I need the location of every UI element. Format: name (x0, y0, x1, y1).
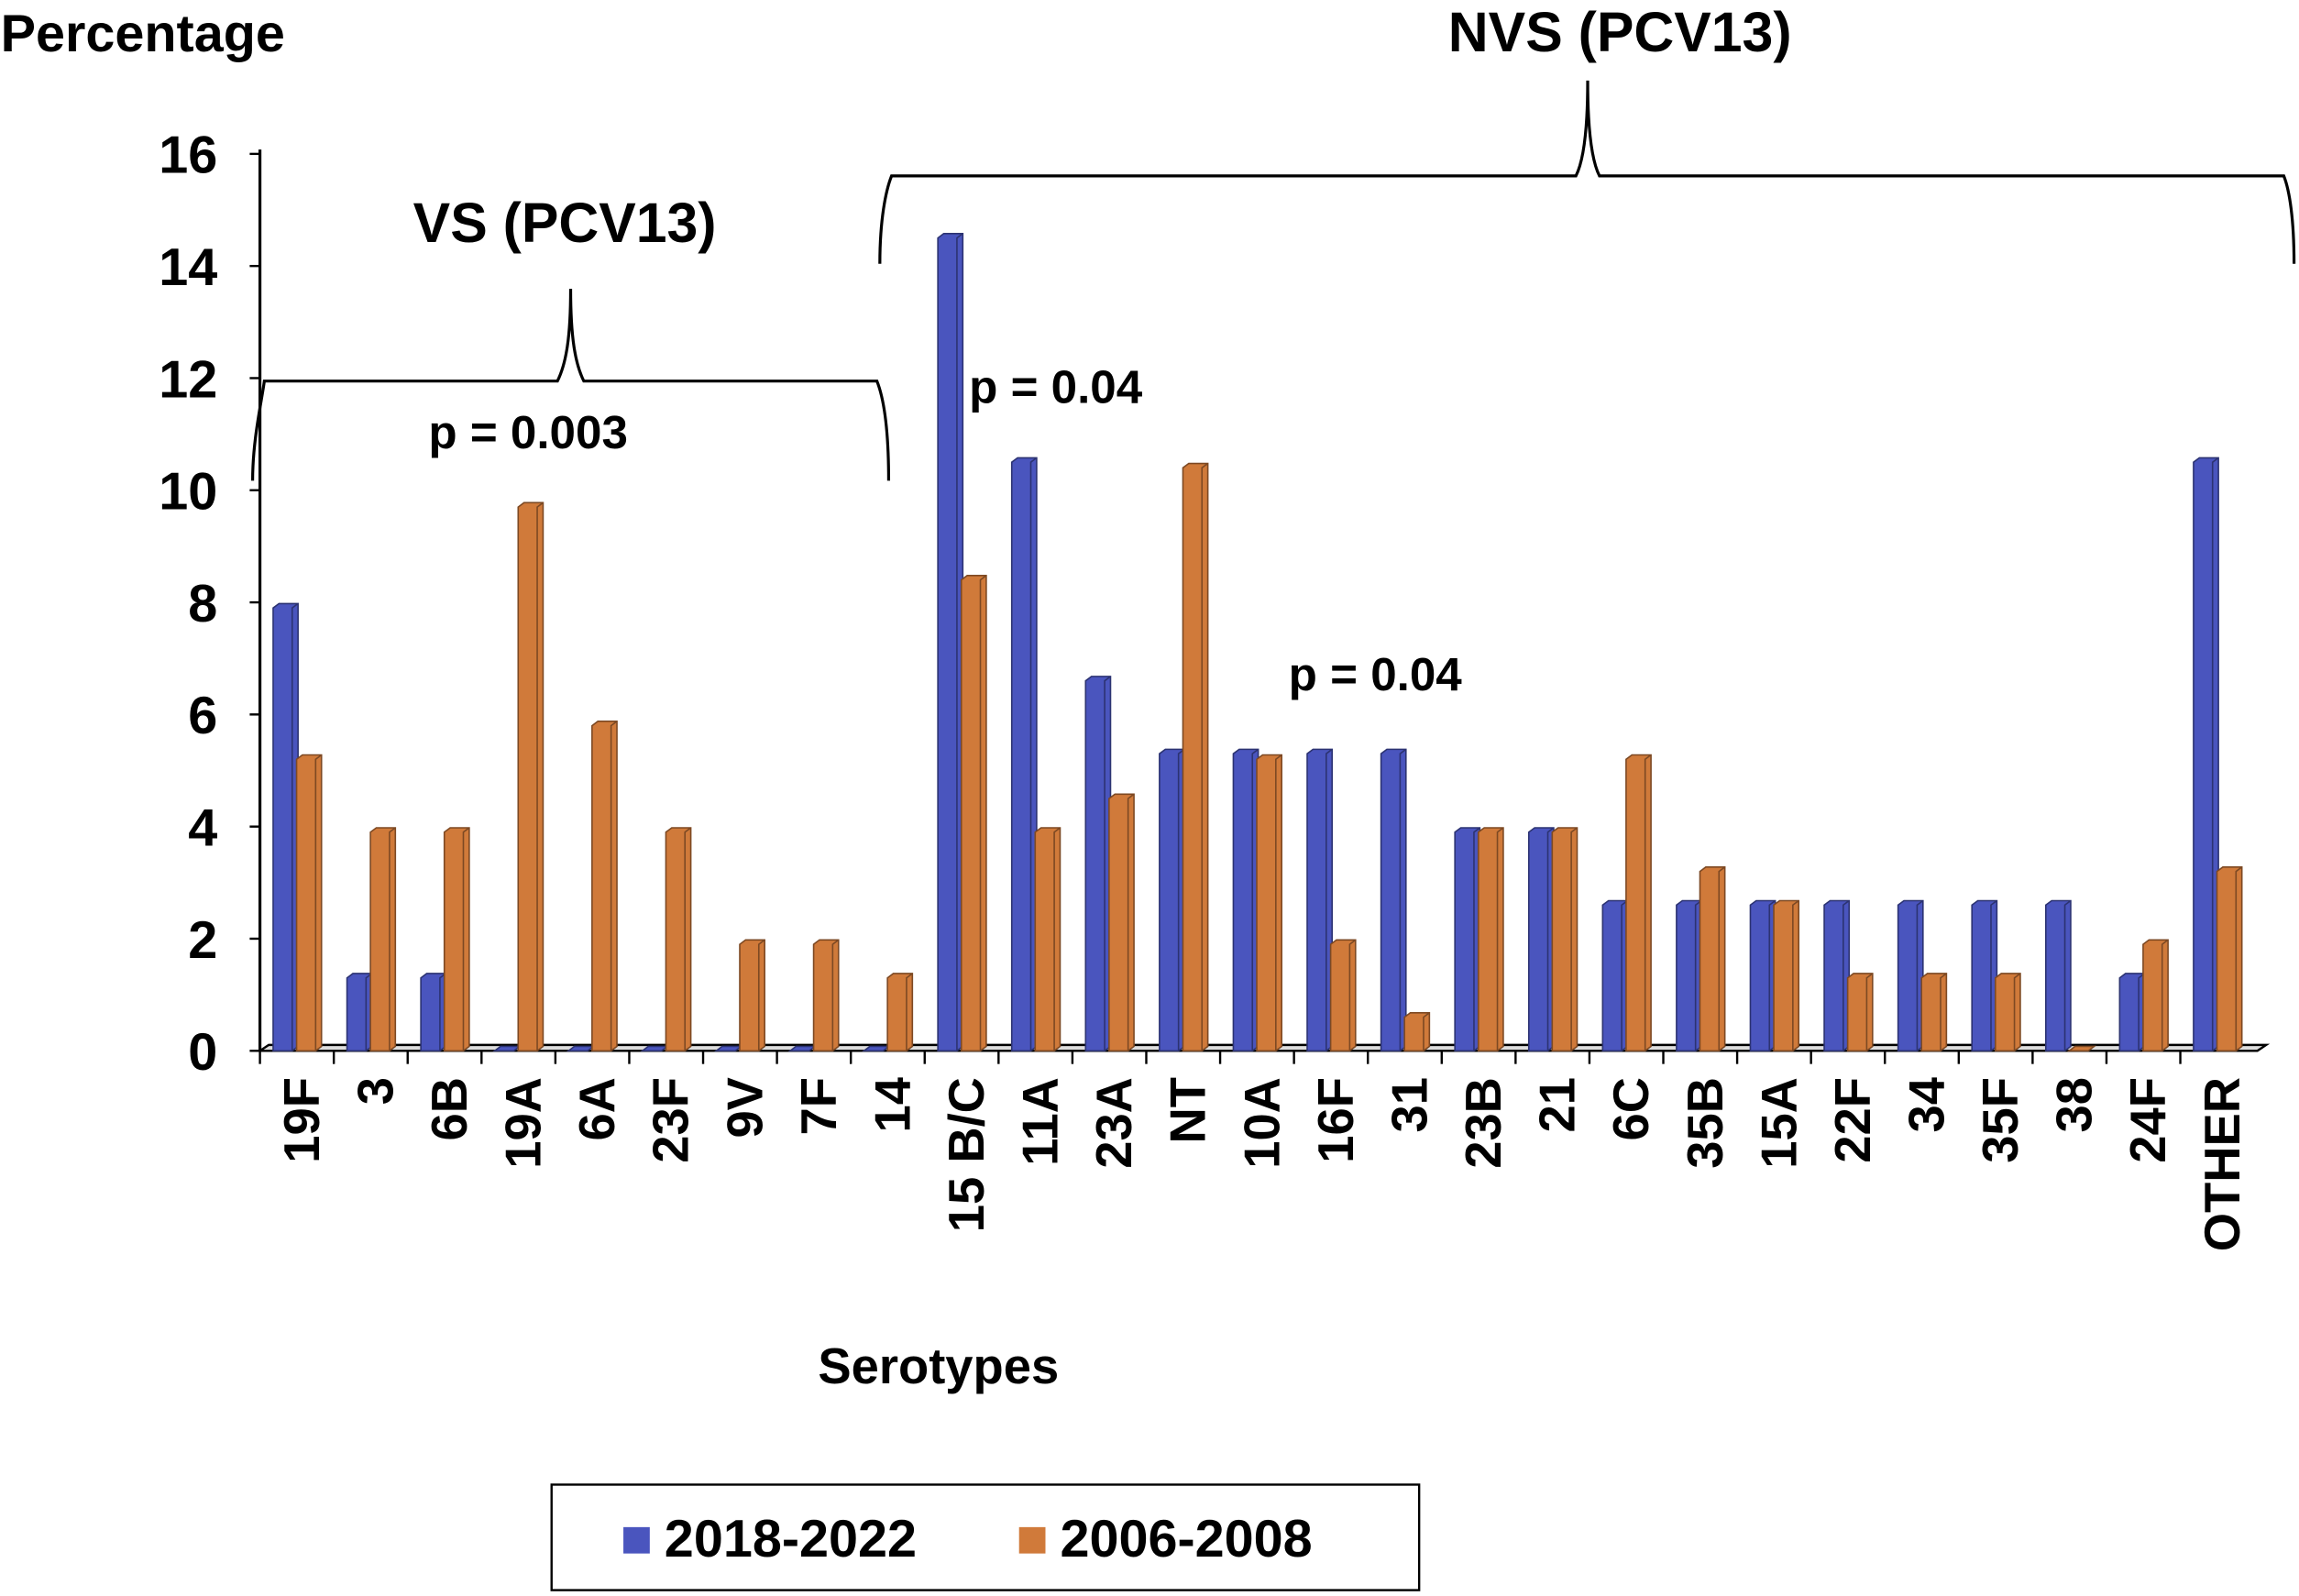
x-tick-label: 7F (791, 1077, 847, 1135)
x-tick-label: 11A (1013, 1077, 1069, 1166)
bar (2118, 973, 2146, 1052)
annotation: p = 0.04 (1289, 648, 1463, 700)
x-tick-label: 6B (422, 1077, 478, 1140)
bar (369, 827, 397, 1052)
legend (550, 1483, 1421, 1591)
x-tick-label: 35F (1973, 1077, 2029, 1163)
bar (2044, 899, 2072, 1052)
bar (443, 827, 470, 1052)
x-tick-label: 16F (1308, 1077, 1364, 1163)
y-tick-label: 0 (188, 1023, 217, 1082)
bar (1823, 899, 1851, 1052)
bar (1846, 973, 1874, 1052)
x-tick-label: 34 (1899, 1077, 1955, 1132)
legend-swatch (1018, 1526, 1046, 1554)
annotation: VS (PCV13) (413, 192, 717, 254)
legend-swatch (623, 1526, 650, 1554)
x-tick-label: 14 (864, 1077, 920, 1132)
bar (1551, 827, 1578, 1052)
y-tick-label: 6 (188, 687, 217, 745)
bar (1108, 793, 1135, 1052)
bar (1454, 827, 1481, 1052)
y-tick-label: 10 (159, 463, 217, 522)
x-tick-label: 31 (1381, 1077, 1437, 1132)
bar (272, 602, 299, 1052)
x-tick-label: 6C (1603, 1077, 1659, 1140)
bar (420, 973, 447, 1052)
y-tick-label: 16 (159, 127, 217, 185)
bar (960, 575, 987, 1052)
bar (517, 501, 544, 1052)
y-tick-label: 14 (159, 238, 217, 297)
bar (812, 939, 840, 1052)
bar (1403, 1011, 1431, 1052)
bar (886, 973, 914, 1052)
bar (1034, 827, 1062, 1052)
bar (1477, 827, 1504, 1052)
x-tick-label: 38 (2047, 1077, 2103, 1132)
nvs-brace (878, 80, 2296, 264)
x-tick-label: NT (1160, 1077, 1216, 1143)
bar (1971, 899, 1998, 1052)
bar (1897, 899, 1924, 1052)
bar (1159, 748, 1185, 1052)
x-tick-label: 10A (1234, 1077, 1290, 1169)
bar (1625, 754, 1652, 1052)
bar (346, 973, 373, 1052)
bar (1182, 462, 1209, 1052)
x-tick-label: 3 (347, 1077, 403, 1105)
x-tick-label: 24F (2120, 1077, 2176, 1163)
bar (295, 754, 323, 1052)
bar (1084, 676, 1112, 1052)
x-tick-label: 15 B/C (939, 1077, 995, 1232)
bar (2216, 866, 2243, 1052)
x-tick-label: 15A (1751, 1077, 1807, 1169)
bar (1676, 899, 1702, 1052)
bar (1994, 973, 2021, 1052)
bar (1306, 748, 1333, 1052)
y-tick-label: 8 (188, 575, 217, 633)
bar (1010, 457, 1038, 1052)
y-tick-label: 12 (159, 350, 217, 409)
x-tick-label: 9V (717, 1077, 773, 1138)
x-tick-label: 6A (569, 1077, 625, 1140)
x-tick-label: 21 (1530, 1077, 1586, 1132)
x-tick-label: OTHER (2194, 1077, 2250, 1251)
x-tick-label: 35B (1678, 1077, 1733, 1169)
y-tick-label: 4 (188, 798, 217, 857)
annotation: p = 0.003 (428, 406, 628, 458)
bar (1601, 899, 1629, 1052)
bar (1380, 748, 1407, 1052)
y-axis-title: Percentage (1, 5, 285, 63)
x-axis-title: Serotypes (818, 1338, 1059, 1394)
bar (2066, 1045, 2096, 1052)
bar (2193, 457, 2219, 1052)
bar (1773, 899, 1800, 1052)
legend-label: 2018-2022 (665, 1510, 917, 1568)
bar (1920, 973, 1948, 1052)
bar (665, 827, 692, 1052)
x-tick-label: 22F (1825, 1077, 1881, 1163)
annotation: NVS (PCV13) (1448, 1, 1792, 63)
bar (1749, 899, 1776, 1052)
bar (1527, 827, 1555, 1052)
x-tick-label: 23A (1086, 1077, 1142, 1169)
x-tick-label: 19A (496, 1077, 552, 1169)
y-tick-label: 2 (188, 911, 217, 970)
bar (1256, 754, 1283, 1052)
bar (1329, 939, 1357, 1052)
x-tick-label: 23F (644, 1077, 699, 1163)
annotation: p = 0.04 (969, 361, 1143, 413)
x-tick-label: 23B (1456, 1077, 1512, 1169)
x-tick-label: 19F (274, 1077, 330, 1163)
bar (2142, 939, 2169, 1052)
bar (1699, 866, 1726, 1052)
bar (1232, 748, 1260, 1052)
bar (937, 232, 964, 1052)
bar (739, 939, 765, 1052)
bar (591, 721, 618, 1052)
legend-label: 2006-2008 (1060, 1510, 1312, 1568)
